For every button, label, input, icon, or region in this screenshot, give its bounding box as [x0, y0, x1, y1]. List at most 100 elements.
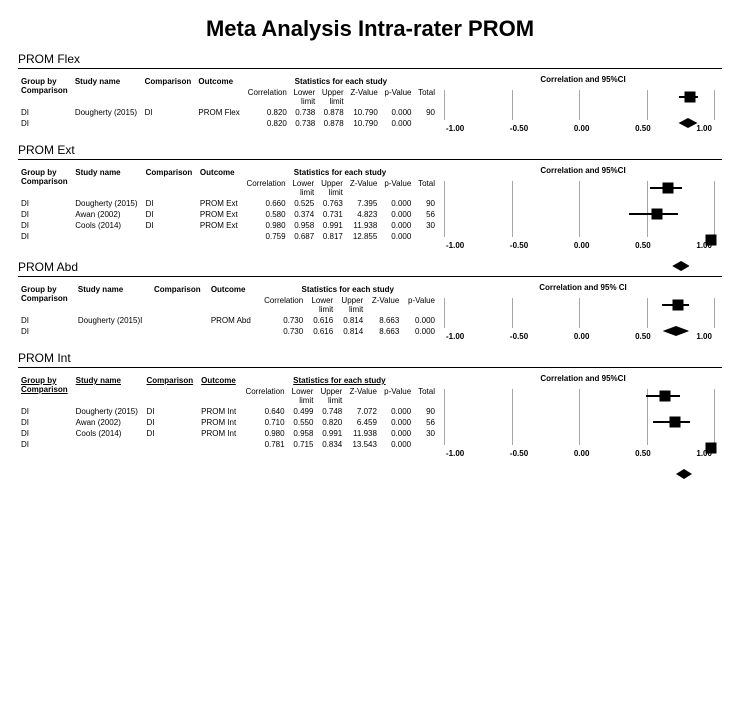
point-square	[672, 299, 683, 310]
table-row: DICools (2014)DIPROM Ext0.9800.9580.9911…	[18, 220, 438, 231]
cell-total: 56	[414, 417, 438, 428]
cell-p: 0.000	[380, 209, 414, 220]
forest-plot: Correlation and 95%CI-1.00-0.500.000.501…	[438, 374, 722, 458]
col-comparison: Comparison	[151, 283, 208, 315]
page-title: Meta Analysis Intra-rater PROM	[18, 16, 722, 42]
cell-study	[72, 231, 142, 242]
cell-upper: 0.814	[336, 326, 366, 337]
col-upper: Upperlimit	[318, 87, 346, 107]
forest-title: Correlation and 95%CI	[444, 75, 722, 84]
col-upper: Upperlimit	[336, 295, 366, 315]
cell-group: DI	[18, 428, 73, 439]
cell-p: 0.000	[380, 417, 414, 428]
table-row: DIAwan (2002)DIPROM Int0.7100.5500.8206.…	[18, 417, 438, 428]
table-row: DI0.7810.7150.83413.5430.000	[18, 439, 438, 450]
panel: Group byComparisonStudy nameComparisonOu…	[18, 166, 722, 250]
divider	[18, 68, 722, 69]
cell-comparison: DI	[143, 406, 198, 417]
col-outcome: Outcome	[198, 374, 241, 406]
cell-outcome	[195, 118, 243, 129]
cell-comparison: DI	[143, 209, 197, 220]
point-square	[652, 208, 663, 219]
section-title: PROM Ext	[18, 143, 722, 157]
table-row: DIDougherty (2015)IPROM Abd0.7300.6160.8…	[18, 315, 438, 326]
col-stats-span: Statistics for each study	[244, 75, 438, 87]
col-stats-span: Statistics for each study	[241, 374, 438, 386]
cell-corr: 0.820	[244, 118, 290, 129]
table-row: DIDougherty (2015)DIPROM Int0.6400.4990.…	[18, 406, 438, 417]
panel: Group byComparisonStudy nameComparisonOu…	[18, 374, 722, 458]
summary-diamond	[662, 326, 689, 336]
cell-z: 7.072	[345, 406, 380, 417]
cell-z: 4.823	[346, 209, 380, 220]
cell-comparison	[143, 231, 197, 242]
forest-plot: Correlation and 95%CI-1.00-0.500.000.501…	[438, 166, 722, 250]
cell-total: 30	[414, 220, 438, 231]
cell-outcome: PROM Ext	[197, 209, 242, 220]
stats-table: Group byComparisonStudy nameComparisonOu…	[18, 283, 438, 337]
cell-study: Dougherty (2015)	[72, 107, 142, 118]
forest-body	[444, 298, 714, 328]
stats-table: Group byComparisonStudy nameComparisonOu…	[18, 374, 438, 450]
table-row: DIDougherty (2015)DIPROM Flex0.8200.7380…	[18, 107, 438, 118]
table-row: DI0.7300.6160.8148.6630.000	[18, 326, 438, 337]
cell-group: DI	[18, 220, 72, 231]
cell-upper: 0.763	[317, 198, 346, 209]
forest-row	[444, 90, 714, 103]
cell-lower: 0.958	[289, 220, 318, 231]
forest-plot: Correlation and 95% CI-1.00-0.500.000.50…	[438, 283, 722, 341]
cell-z: 13.543	[345, 439, 380, 450]
cell-corr: 0.730	[257, 326, 306, 337]
cell-p: 0.000	[380, 231, 414, 242]
cell-total: 90	[414, 198, 438, 209]
divider	[18, 159, 722, 160]
cell-group: DI	[18, 118, 72, 129]
cell-corr: 0.820	[244, 107, 290, 118]
cell-study	[72, 118, 142, 129]
cell-total: 30	[414, 428, 438, 439]
gridline	[714, 181, 715, 237]
cell-study: Dougherty (2015)I	[75, 315, 151, 326]
col-outcome: Outcome	[197, 166, 242, 198]
cell-outcome: PROM Ext	[197, 220, 242, 231]
cell-z: 10.790	[347, 118, 381, 129]
panel: Group byComparisonStudy nameComparisonOu…	[18, 283, 722, 341]
col-comparison: Comparison	[143, 166, 197, 198]
cell-corr: 0.660	[242, 198, 289, 209]
cell-lower: 0.374	[289, 209, 318, 220]
cell-lower: 0.616	[306, 315, 336, 326]
cell-p: 0.000	[380, 428, 414, 439]
section-abd: PROM AbdGroup byComparisonStudy nameComp…	[18, 260, 722, 341]
cell-corr: 0.730	[257, 315, 306, 326]
cell-comparison: DI	[143, 198, 197, 209]
forest-row	[444, 259, 714, 272]
cell-study	[75, 326, 151, 337]
point-square	[663, 182, 674, 193]
forest-title: Correlation and 95% CI	[444, 283, 722, 292]
cell-corr: 0.580	[242, 209, 289, 220]
cell-upper: 0.817	[317, 231, 346, 242]
cell-z: 8.663	[366, 326, 402, 337]
forest-body	[444, 389, 714, 445]
col-group: Group byComparison	[18, 374, 73, 406]
cell-comparison: DI	[143, 417, 198, 428]
cell-p: 0.000	[380, 198, 414, 209]
cell-study	[73, 439, 144, 450]
cell-study: Cools (2014)	[72, 220, 142, 231]
cell-upper: 0.834	[316, 439, 345, 450]
cell-study: Awan (2002)	[73, 417, 144, 428]
cell-upper: 0.814	[336, 315, 366, 326]
col-z: Z-Value	[347, 87, 381, 107]
cell-study: Dougherty (2015)	[73, 406, 144, 417]
cell-outcome: PROM Flex	[195, 107, 243, 118]
col-lower: Lowerlimit	[306, 295, 336, 315]
gridline	[714, 298, 715, 328]
table-row: DICools (2014)DIPROM Int0.9800.9580.9911…	[18, 428, 438, 439]
cell-lower: 0.738	[290, 118, 318, 129]
col-comparison: Comparison	[143, 374, 198, 406]
cell-lower: 0.616	[306, 326, 336, 337]
cell-lower: 0.525	[289, 198, 318, 209]
stats-table: Group byComparisonStudy nameComparisonOu…	[18, 75, 438, 129]
cell-upper: 0.991	[316, 428, 345, 439]
cell-study: Cools (2014)	[73, 428, 144, 439]
